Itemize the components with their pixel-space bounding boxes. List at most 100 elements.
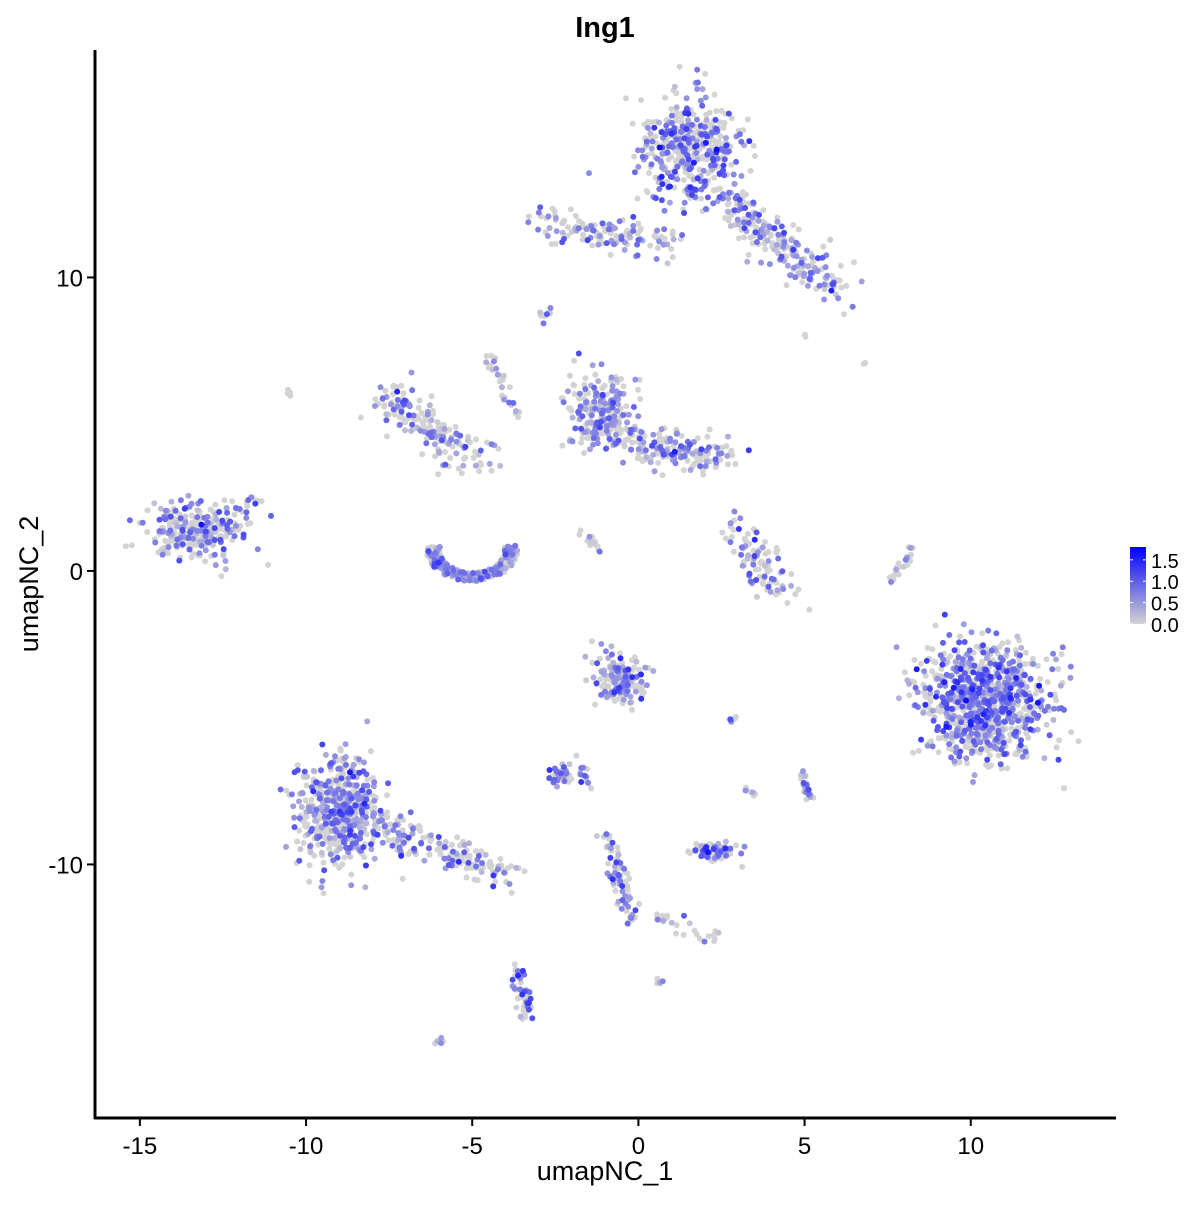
cell-point [704,151,711,158]
cell-point [710,931,717,938]
cell-point [702,139,709,146]
cell-point [294,762,301,769]
cell-point [1004,765,1011,772]
cell-point [458,470,465,477]
cell-point [893,644,900,651]
cell-point [462,454,469,461]
cell-point [632,907,639,914]
cell-point [185,492,192,499]
cell-point [970,779,976,785]
cell-point [698,446,705,453]
cell-point [425,548,432,555]
cell-point [910,749,916,756]
cell-point [963,697,969,704]
cell-point [961,670,968,677]
cell-point [398,852,405,859]
cell-point [441,844,448,851]
cell-point [302,823,309,829]
cell-point [1052,693,1058,700]
cell-point [986,752,993,759]
cell-point [1016,662,1023,669]
cell-point [335,757,342,764]
cell-point [969,686,976,693]
cell-point [849,303,856,310]
cell-point [390,406,397,413]
cell-point [466,577,473,584]
cell-point [424,411,431,418]
cell-point [800,780,807,786]
cell-point [331,835,338,841]
cell-point [599,385,606,392]
cell-point [306,878,313,885]
cell-point [753,529,760,536]
cell-point [222,566,229,573]
cell-point [194,527,201,534]
cell-point [1043,721,1050,728]
cell-point [1036,682,1043,689]
cell-point [613,431,619,438]
cell-point [603,427,610,434]
cell-point [452,423,459,430]
cell-point [676,63,683,70]
cell-point [346,769,353,776]
cell-point [704,133,711,140]
cell-point [167,527,174,534]
cell-point [589,659,596,666]
cell-point [734,216,741,223]
cell-point [984,678,991,685]
cell-point [218,573,225,580]
cell-point [397,813,404,820]
cell-point [383,417,390,424]
cell-point [1067,674,1074,681]
cell-point [371,855,378,862]
cell-point [341,839,347,846]
cell-point [347,827,354,834]
cell-point [646,170,652,176]
cell-point [713,186,720,193]
cell-point [372,403,378,409]
cell-point [1011,713,1018,720]
cell-point [483,359,490,366]
cell-point [971,772,978,779]
cell-point [704,433,711,440]
cell-point [672,460,679,467]
cell-point [761,573,768,580]
cell-point [987,660,994,667]
cell-point [303,813,310,820]
cell-point [661,226,668,233]
cell-point [659,181,666,188]
cell-point [548,241,555,248]
cell-point [702,94,709,101]
cell-point [559,239,566,246]
cell-point [742,205,749,211]
cell-point [638,97,644,104]
cell-point [995,731,1002,738]
cell-point [359,809,366,816]
cell-point [1005,639,1011,646]
cell-point [775,555,782,562]
cell-point [659,978,666,985]
cell-point [781,229,787,236]
cell-point [589,362,596,369]
cell-point [984,739,991,746]
cell-point [571,391,578,397]
cell-point [229,498,236,505]
cell-point [1067,663,1074,670]
cell-point [693,840,700,847]
cell-point [973,730,980,737]
cell-point [483,353,490,359]
cell-point [673,90,680,97]
cell-point [728,115,735,122]
cell-point [488,467,495,474]
cell-point [621,443,628,450]
cell-point [672,439,679,446]
cell-point [668,130,675,137]
cell-point [333,777,340,784]
cell-point [216,508,223,515]
cell-point [603,240,610,247]
cell-point [291,814,298,821]
cell-point [722,215,729,221]
cell-point [465,859,472,866]
cell-point [220,546,227,553]
cell-point [361,759,367,766]
